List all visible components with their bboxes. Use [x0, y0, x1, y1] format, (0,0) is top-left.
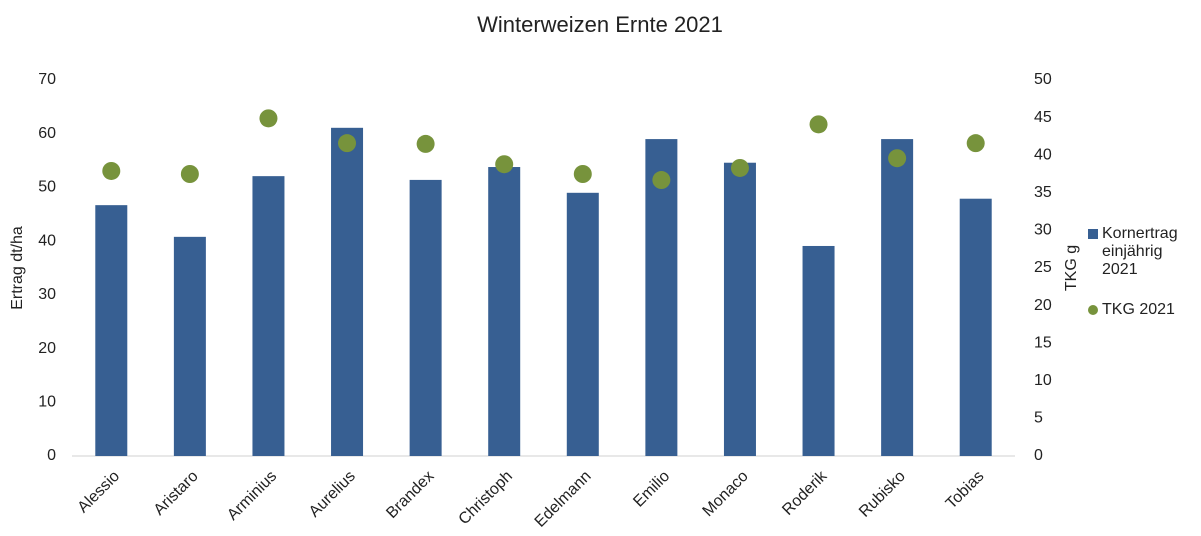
x-tick-label: Tobias — [943, 468, 988, 513]
bar — [331, 127, 364, 456]
y-tick-label: 40 — [38, 232, 56, 249]
dot — [338, 134, 357, 153]
legend-item: Kornertrag einjährig 2021 — [1088, 225, 1200, 279]
y2-tick-label: 0 — [1034, 447, 1043, 464]
dot — [259, 109, 278, 128]
dot — [730, 158, 749, 177]
legend-swatch — [1088, 229, 1098, 239]
x-tick-label: Emilio — [630, 468, 673, 511]
y2-tick-label: 25 — [1034, 259, 1052, 276]
dot — [573, 165, 592, 183]
bar — [488, 167, 521, 456]
dot — [495, 155, 514, 174]
dot — [888, 149, 907, 168]
x-tick-label: Edelmann — [532, 468, 595, 531]
bar — [252, 176, 285, 457]
dot — [966, 134, 985, 153]
y2-tick-label: 5 — [1034, 410, 1043, 427]
legend-label: TKG 2021 — [1102, 301, 1175, 318]
legend-label: Kornertrag einjährig 2021 — [1102, 225, 1178, 278]
x-tick-label: Brandex — [383, 468, 437, 522]
y-tick-label: 30 — [38, 286, 56, 303]
dot — [102, 161, 121, 180]
legend: Kornertrag einjährig 2021 TKG 2021 — [1088, 225, 1200, 341]
y2-axis-label: TKG g — [1063, 245, 1080, 291]
bar — [723, 162, 756, 456]
y2-tick-label: 30 — [1034, 222, 1052, 239]
bar — [881, 139, 914, 457]
y-tick-label: 10 — [38, 394, 56, 411]
dot — [416, 134, 435, 153]
x-tick-label: Arminius — [224, 468, 280, 524]
x-tick-label: Aurelius — [306, 468, 359, 521]
bar — [645, 139, 678, 457]
bar — [566, 192, 599, 457]
y2-tick-label: 35 — [1034, 184, 1052, 201]
y2-tick-label: 45 — [1034, 109, 1052, 126]
y-tick-label: 0 — [47, 447, 56, 464]
dot — [180, 165, 199, 183]
chart-title: Winterweizen Ernte 2021 — [477, 12, 723, 37]
y2-tick-label: 40 — [1034, 146, 1052, 163]
y-tick-label: 20 — [38, 340, 56, 357]
y-tick-label: 50 — [38, 179, 56, 196]
y2-tick-label: 20 — [1034, 297, 1052, 314]
y2-tick-label: 10 — [1034, 372, 1052, 389]
y-tick-label: 70 — [38, 71, 56, 88]
dot — [809, 115, 828, 134]
y2-tick-label: 15 — [1034, 334, 1052, 351]
y-tick-label: 60 — [38, 125, 56, 142]
y-axis-label: Ertrag dt/ha — [9, 226, 26, 310]
legend-swatch — [1088, 305, 1098, 315]
x-tick-label: Christoph — [456, 468, 516, 528]
bar — [959, 198, 992, 457]
legend-item: TKG 2021 — [1088, 301, 1200, 319]
bar — [173, 236, 206, 456]
x-tick-label: Monaco — [699, 468, 751, 520]
dot — [652, 171, 671, 190]
bar — [802, 245, 835, 456]
x-tick-label: Alessio — [75, 468, 124, 517]
x-tick-label: Rubisko — [856, 468, 909, 521]
y2-tick-label: 50 — [1034, 71, 1052, 88]
bar — [95, 205, 128, 456]
bar — [409, 179, 442, 456]
x-tick-label: Roderik — [779, 467, 831, 519]
x-tick-label: Aristaro — [151, 468, 202, 519]
